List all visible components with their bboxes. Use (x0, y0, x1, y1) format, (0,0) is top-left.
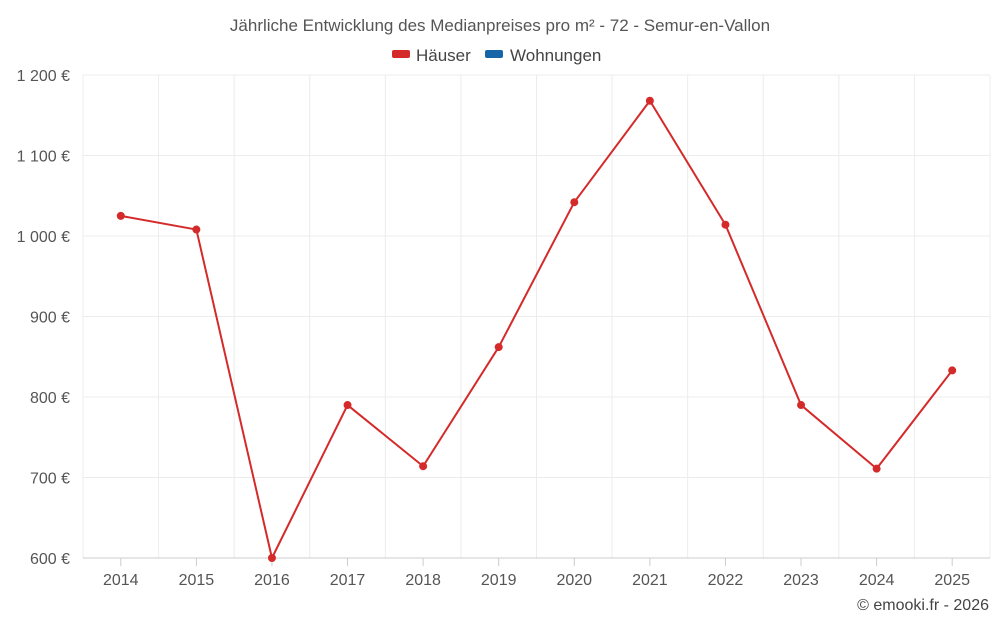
x-tick-label: 2022 (708, 572, 744, 589)
data-point[interactable] (419, 462, 428, 471)
legend-item-haeuser[interactable]: Häuser (392, 46, 471, 65)
x-tick-label: 2024 (859, 572, 895, 589)
x-tick-label: 2020 (556, 572, 592, 589)
x-axis: 2014 2015 2016 2017 2018 2019 2020 2021 2022 2023… (83, 557, 990, 589)
chart-title: Jährliche Entwicklung des Medianpreises … (230, 16, 770, 35)
y-tick-label: 900 € (30, 310, 70, 327)
x-tick-label: 2014 (103, 572, 139, 589)
data-point[interactable] (721, 220, 730, 229)
y-tick-label: 800 € (30, 390, 70, 407)
y-tick-label: 700 € (30, 471, 70, 488)
data-point[interactable] (494, 343, 503, 352)
data-point[interactable] (872, 464, 881, 473)
x-tick-label: 2016 (254, 572, 290, 589)
x-tick-label: 2015 (179, 572, 215, 589)
x-tick-label: 2018 (405, 572, 441, 589)
legend-label-haeuser: Häuser (416, 46, 471, 65)
y-tick-label: 1 100 € (17, 149, 70, 166)
data-point[interactable] (570, 198, 579, 207)
data-point[interactable] (192, 225, 201, 234)
x-tick-label: 2021 (632, 572, 668, 589)
x-tick-label: 2017 (330, 572, 366, 589)
legend-item-wohnungen[interactable]: Wohnungen (485, 46, 601, 65)
y-tick-label: 1 200 € (17, 68, 70, 85)
credit-text: © emooki.fr - 2026 (857, 597, 989, 614)
legend-swatch-wohnungen (485, 50, 503, 58)
y-axis: 600 € 700 € 800 € 900 € 1 000 € 1 100 € 1 200 … (17, 68, 70, 568)
legend-swatch-haeuser (392, 50, 410, 58)
data-point[interactable] (116, 211, 125, 220)
grid (82, 74, 991, 558)
x-tick-label: 2019 (481, 572, 517, 589)
data-point[interactable] (343, 401, 352, 410)
y-tick-label: 1 000 € (17, 229, 70, 246)
legend: Häuser Wohnungen (392, 46, 601, 65)
data-point[interactable] (645, 96, 654, 105)
y-tick-label: 600 € (30, 551, 70, 568)
data-point[interactable] (267, 554, 276, 562)
legend-label-wohnungen: Wohnungen (510, 46, 601, 65)
x-tick-label: 2025 (934, 572, 970, 589)
data-point[interactable] (948, 366, 957, 375)
x-tick-label: 2023 (783, 572, 819, 589)
data-point[interactable] (797, 401, 806, 410)
series-haeuser (116, 96, 957, 562)
series-line (120, 99, 954, 559)
